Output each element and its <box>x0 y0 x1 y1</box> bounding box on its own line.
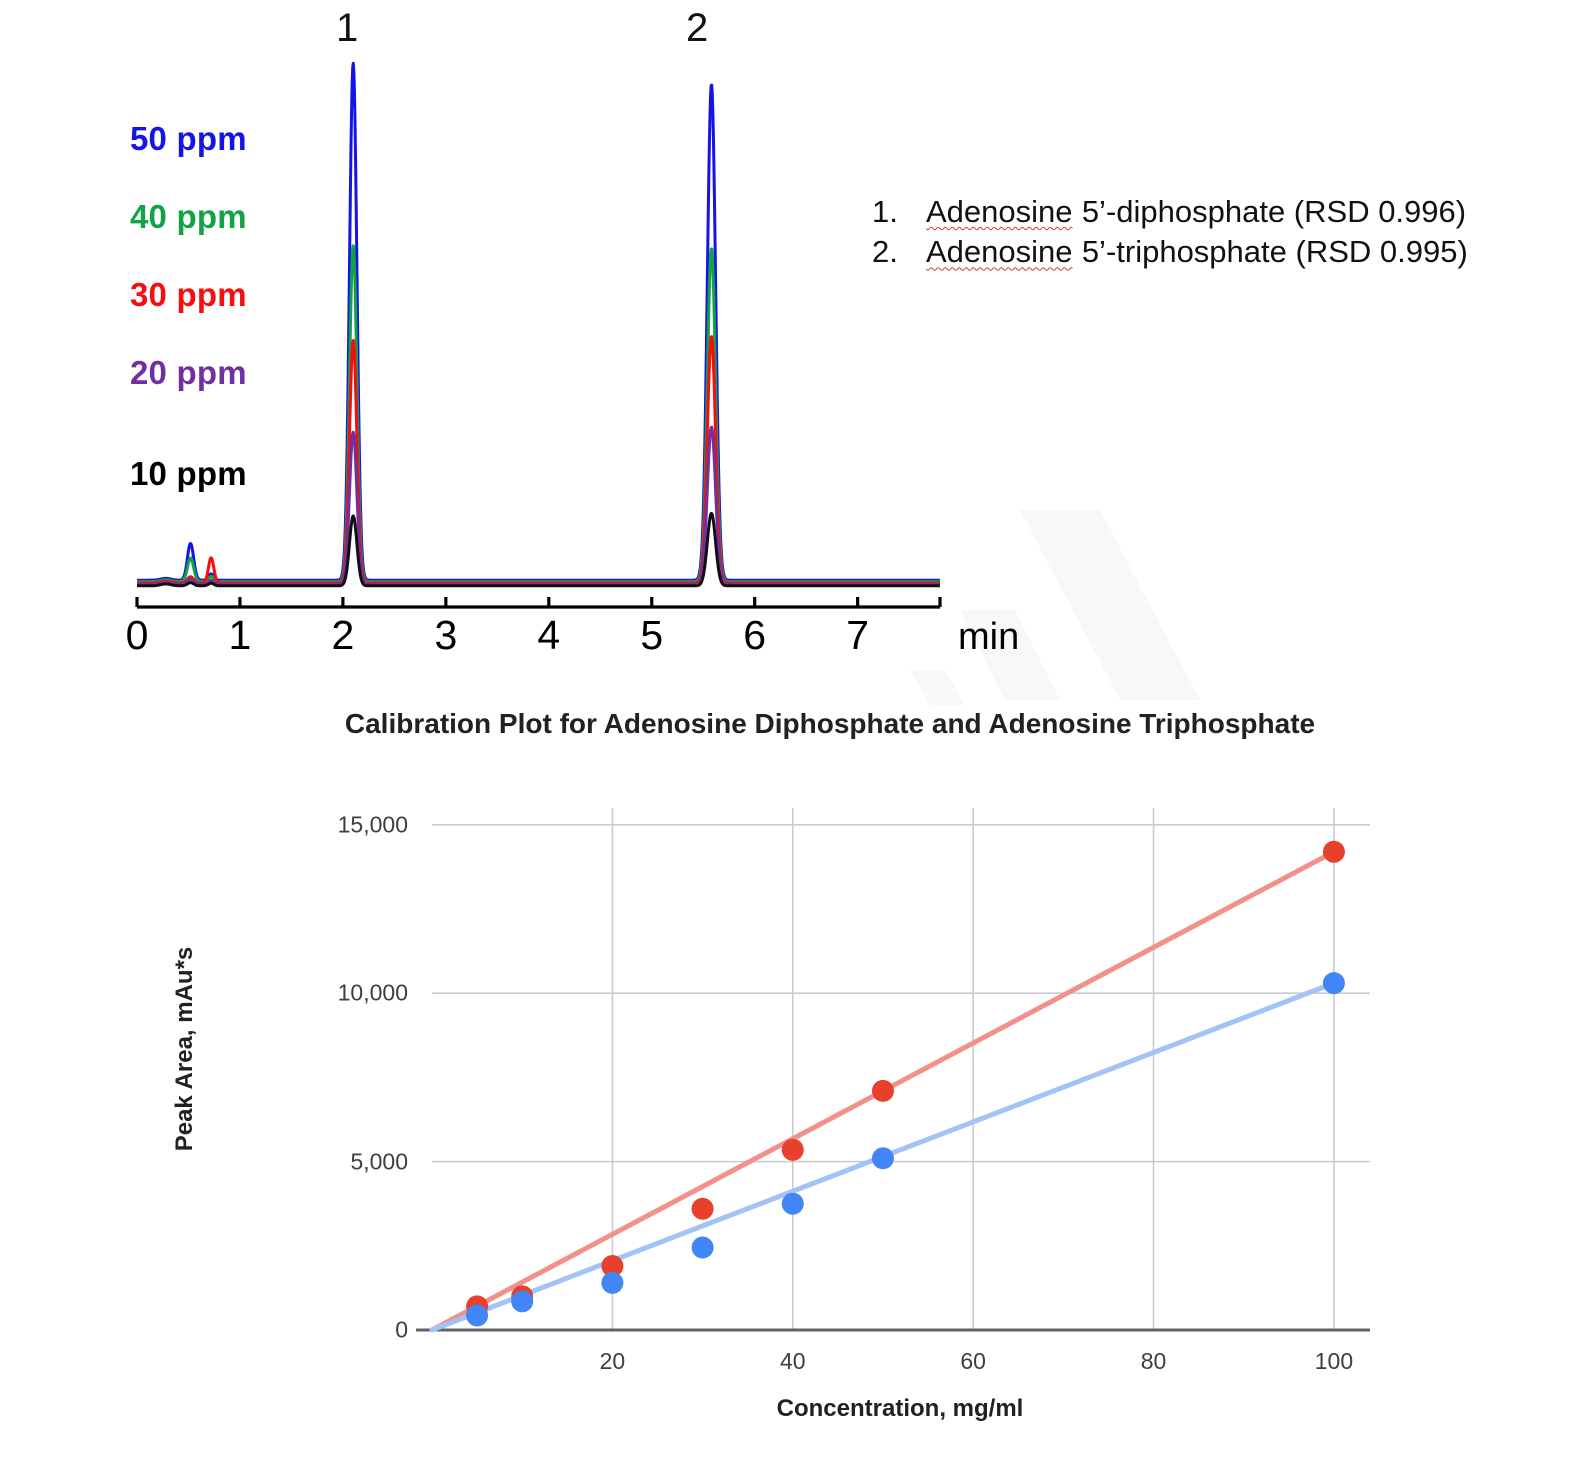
analyte-legend: 1. Adenosine 5’-diphosphate (RSD 0.996) … <box>872 192 1532 273</box>
chromatogram-x-tick-label: 1 <box>229 612 252 658</box>
legend-item-2: 2. Adenosine 5’-triphosphate (RSD 0.995) <box>872 232 1532 272</box>
legend-analyte-detail-2: 5’-triphosphate (RSD 0.995) <box>1081 234 1468 270</box>
chromatogram-x-tick-label: 6 <box>743 612 766 658</box>
calibration-data-point <box>781 1138 804 1161</box>
calibration-plot-svg <box>416 808 1370 1333</box>
calibration-x-tick-label: 80 <box>1140 1348 1167 1374</box>
calibration-x-tick-label: 100 <box>1314 1348 1354 1374</box>
chromatogram-trace <box>136 511 941 588</box>
chromatogram-panel: 1 2 50 ppm 40 ppm 30 ppm 20 ppm 10 ppm 0… <box>0 0 1589 680</box>
chromatogram-x-tick-label: 7 <box>846 612 869 658</box>
calibration-x-tick-label: 20 <box>599 1348 626 1374</box>
ppm-label-10: 10 ppm <box>130 455 247 492</box>
calibration-data-point <box>781 1192 804 1215</box>
chromatogram-trace <box>136 244 941 584</box>
legend-index-1: 1. <box>872 194 898 229</box>
chromatogram-x-tick-label: 3 <box>434 612 457 658</box>
chromatogram-trace <box>136 335 941 585</box>
chromatogram-x-axis-unit: min <box>958 616 1019 658</box>
chromatogram-trace <box>136 61 941 582</box>
calibration-data-point <box>871 1147 894 1170</box>
ppm-label-50: 50 ppm <box>130 120 247 157</box>
chromatogram-svg: 0 1 2 3 4 5 6 7 min <box>126 61 1019 658</box>
chromatogram-x-tick-label: 0 <box>126 612 149 658</box>
calibration-y-tick-label: 0 <box>395 1316 408 1343</box>
legend-analyte-detail-1: 5’-diphosphate (RSD 0.996) <box>1081 194 1467 229</box>
calibration-data-point <box>691 1236 714 1259</box>
calibration-y-tick-label: 10,000 <box>337 979 408 1006</box>
ppm-label-30: 30 ppm <box>130 276 247 313</box>
peak-number-2: 2 <box>686 6 709 50</box>
calibration-y-tick-label: 15,000 <box>337 811 408 838</box>
legend-analyte-name-2: Adenosine <box>926 234 1073 270</box>
calibration-data-point <box>466 1304 489 1327</box>
legend-index-2: 2. <box>872 234 898 270</box>
chromatogram-x-tick-label: 5 <box>640 612 663 658</box>
calibration-x-tick-label: 60 <box>960 1348 986 1374</box>
legend-item-1: 1. Adenosine 5’-diphosphate (RSD 0.996) <box>872 192 1532 232</box>
calibration-data-point <box>601 1271 624 1294</box>
ppm-label-20: 20 ppm <box>130 354 247 391</box>
calibration-x-tick-label: 40 <box>779 1348 806 1374</box>
calibration-data-point <box>871 1079 894 1102</box>
peak-number-1: 1 <box>336 6 359 50</box>
calibration-data-point <box>601 1255 624 1278</box>
calibration-data-point <box>1322 972 1345 995</box>
calibration-y-tick-label: 5,000 <box>350 1148 408 1175</box>
chromatogram-x-tick-label: 2 <box>331 612 354 658</box>
calibration-plot-panel: Calibration Plot for Adenosine Diphospha… <box>0 690 1589 1462</box>
legend-analyte-name-1: Adenosine <box>926 194 1073 229</box>
calibration-data-point <box>691 1197 714 1220</box>
ppm-label-40: 40 ppm <box>130 198 247 235</box>
calibration-data-point <box>1322 840 1345 863</box>
calibration-plot-title: Calibration Plot for Adenosine Diphospha… <box>344 708 1316 739</box>
calibration-data-point <box>511 1290 534 1313</box>
calibration-x-axis-label: Concentration, mg/ml <box>776 1395 1024 1422</box>
chromatogram-trace <box>136 425 941 586</box>
chromatogram-x-tick-label: 4 <box>537 612 560 658</box>
